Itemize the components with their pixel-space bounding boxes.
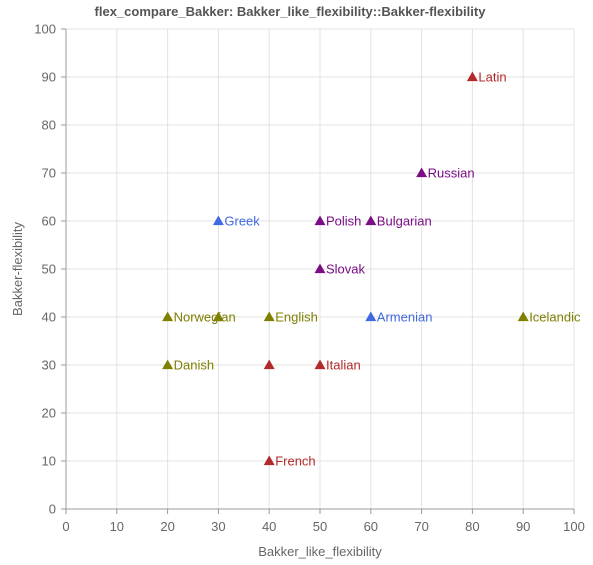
data-point-marker: [314, 359, 326, 370]
x-tick-label: 40: [262, 519, 276, 534]
data-point-label: Russian: [428, 166, 475, 181]
y-tick-label: 10: [42, 454, 56, 469]
x-tick-label: 20: [160, 519, 174, 534]
data-point-marker: [314, 263, 326, 274]
chart-title: flex_compare_Bakker: Bakker_like_flexibi…: [95, 4, 487, 19]
data-point-label: Slovak: [326, 262, 366, 277]
x-tick-label: 70: [414, 519, 428, 534]
data-point-marker: [314, 215, 326, 226]
data-point-label: Danish: [174, 358, 214, 373]
data-point-marker: [263, 359, 275, 370]
x-tick-label: 50: [313, 519, 327, 534]
data-point-label: Armenian: [377, 310, 433, 325]
y-tick-label: 70: [42, 166, 56, 181]
x-axis-label: Bakker_like_flexibility: [258, 544, 382, 559]
data-point-marker: [517, 311, 529, 322]
data-point-marker: [162, 359, 174, 370]
data-point-label: English: [275, 310, 318, 325]
y-axis-label: Bakker-flexibility: [10, 222, 25, 316]
x-tick-label: 60: [364, 519, 378, 534]
x-tick-label: 100: [563, 519, 585, 534]
data-points: Latin Russian Greek Polish Bulgarian Slovak No…: [162, 70, 581, 469]
data-point-marker: [263, 455, 275, 466]
data-point-label: Greek: [224, 214, 260, 229]
data-point-label: Latin: [478, 70, 506, 85]
y-tick-label: 90: [42, 70, 56, 85]
data-point-label: Polish: [326, 214, 361, 229]
data-point-label: Italian: [326, 358, 361, 373]
x-tick-label: 30: [211, 519, 225, 534]
data-point-marker: [466, 71, 478, 82]
y-tick-label: 30: [42, 358, 56, 373]
x-tick-label: 90: [516, 519, 530, 534]
data-point-label: Norwegian: [174, 310, 236, 325]
y-tick-label: 20: [42, 406, 56, 421]
data-point-marker: [212, 215, 224, 226]
data-point-marker: [416, 167, 428, 178]
x-tick-label: 80: [465, 519, 479, 534]
axes: [61, 28, 575, 514]
y-tick-label: 50: [42, 262, 56, 277]
x-tick-label: 10: [110, 519, 124, 534]
data-point-marker: [162, 311, 174, 322]
data-point-marker: [365, 215, 377, 226]
tick-labels: 0 10 20 30 40 50 60 70 80 90 100 0 10 20 30 40 50 60 70 80 9…: [34, 22, 585, 535]
y-tick-label: 100: [34, 22, 56, 37]
data-point-marker: [212, 311, 224, 322]
y-tick-label: 60: [42, 214, 56, 229]
data-point-label: Icelandic: [529, 310, 581, 325]
data-point-label: Bulgarian: [377, 214, 432, 229]
y-tick-label: 40: [42, 310, 56, 325]
y-tick-label: 80: [42, 118, 56, 133]
y-tick-label: 0: [49, 502, 56, 517]
x-tick-label: 0: [62, 519, 69, 534]
data-point-label: French: [275, 454, 315, 469]
data-point-marker: [365, 311, 377, 322]
data-point-marker: [263, 311, 275, 322]
